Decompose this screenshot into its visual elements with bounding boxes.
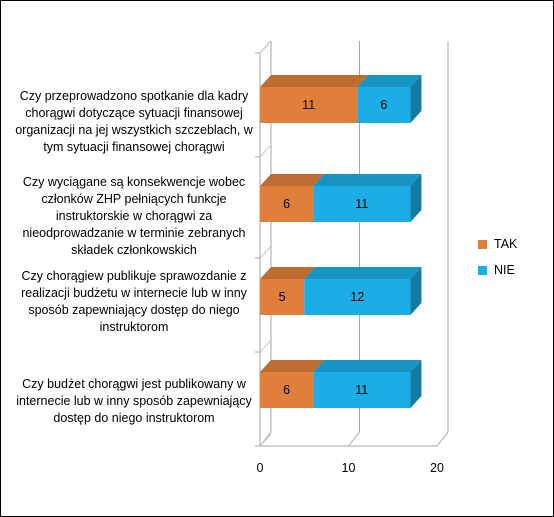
bar-top-face	[304, 267, 422, 279]
category-label: Czy chorągiew publikuje sprawozdanie z r…	[21, 269, 247, 334]
data-label: 11	[355, 197, 368, 211]
wall-gridline	[259, 40, 272, 54]
bar-side-face	[410, 267, 422, 315]
bar	[357, 87, 411, 123]
legend-item-nie: NIE	[478, 263, 515, 277]
floor-gridline	[348, 431, 360, 447]
legend-label-nie: NIE	[494, 263, 515, 277]
bar	[313, 372, 411, 408]
category-label: Czy przeprowadzono spotkanie dla kadry c…	[15, 89, 253, 154]
wall-gridline	[259, 433, 272, 447]
floor-gridline	[436, 431, 449, 447]
data-label: 11	[355, 383, 368, 397]
wall-gridline	[259, 245, 272, 259]
bar-top-face	[260, 75, 369, 87]
bar-top-face	[357, 75, 422, 87]
data-label: 6	[283, 383, 290, 397]
data-label: 5	[279, 290, 286, 304]
wall-gridline	[259, 339, 272, 353]
data-label: 12	[350, 290, 364, 304]
bar-top-face	[313, 174, 422, 186]
x-tick-label: 20	[430, 461, 444, 475]
bar-top-face	[260, 267, 316, 279]
wall-gridline	[259, 144, 272, 158]
data-label: 6	[380, 98, 387, 112]
x-tick-label: 0	[257, 461, 264, 475]
bar-top-face	[260, 174, 325, 186]
bar	[304, 279, 411, 315]
bar	[260, 186, 314, 222]
legend-item-tak: TAK	[478, 237, 517, 251]
bar	[260, 372, 314, 408]
category-label: Czy wyciągane są konsekwencje wobec czło…	[22, 175, 246, 257]
bar-top-face	[313, 360, 422, 372]
bar-side-face	[410, 75, 422, 123]
bar	[260, 279, 305, 315]
bar-side-face	[410, 174, 422, 222]
legend-swatch-nie	[478, 265, 487, 275]
legend-swatch-tak	[478, 239, 487, 249]
category-label: Czy budżet chorągwi jest publikowany w i…	[16, 377, 252, 425]
legend-label-tak: TAK	[494, 237, 518, 251]
bar	[313, 186, 411, 222]
data-label: 11	[302, 98, 315, 112]
data-label: 6	[283, 197, 290, 211]
bar-side-face	[410, 360, 422, 408]
bar	[260, 87, 358, 123]
bar-top-face	[260, 360, 325, 372]
x-tick-label: 10	[342, 461, 356, 475]
